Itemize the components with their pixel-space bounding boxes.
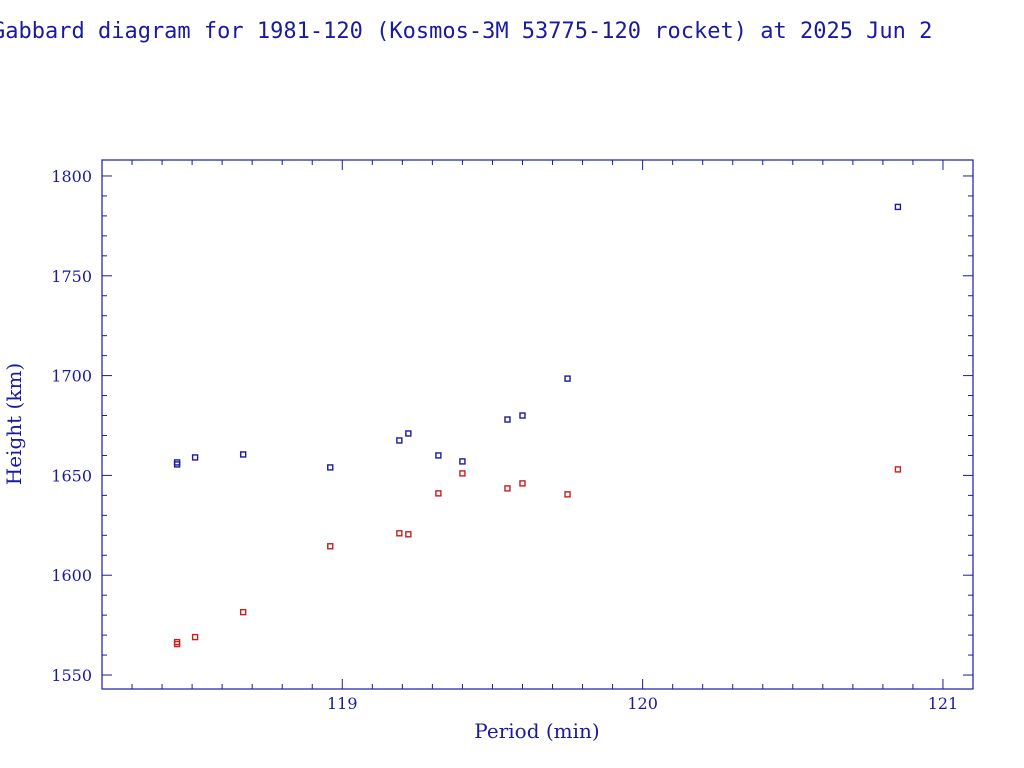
apogee-point — [396, 437, 403, 444]
y-tick-label: 1650 — [51, 466, 92, 485]
y-axis-label: Height (km) — [2, 363, 26, 485]
axis-ticks — [101, 160, 974, 689]
y-tick-label: 1550 — [51, 666, 92, 685]
perigee-point — [519, 480, 526, 487]
y-tick-label: 1800 — [51, 167, 92, 186]
x-tick-label: 119 — [327, 694, 358, 713]
apogee-point — [239, 451, 247, 458]
apogee-point — [564, 375, 571, 382]
apogee-point — [519, 412, 526, 419]
perigee-point — [327, 543, 334, 550]
chart-title: Gabbard diagram for 1981-120 (Kosmos-3M … — [0, 19, 932, 44]
apogee-point — [894, 203, 902, 211]
tick-labels: 119 120 121 1550 1600 1650 1700 1750 1800 — [51, 167, 958, 713]
apogee-point — [459, 458, 466, 465]
apogee-point — [504, 416, 511, 423]
perigee-point — [564, 491, 571, 498]
apogee-point — [435, 452, 442, 459]
perigee-point — [435, 490, 442, 497]
perigee-point — [894, 466, 902, 473]
x-axis-label: Period (min) — [474, 719, 599, 743]
y-tick-label: 1700 — [51, 367, 92, 386]
apogee-point — [327, 464, 334, 471]
perigee-point — [191, 633, 199, 641]
y-tick-label: 1600 — [51, 566, 92, 585]
data-points — [173, 203, 902, 648]
perigee-point — [239, 608, 247, 616]
x-tick-label: 120 — [627, 694, 658, 713]
perigee-point — [459, 470, 466, 477]
perigee-point — [504, 485, 511, 492]
perigee-point — [405, 531, 412, 538]
perigee-point — [396, 530, 403, 537]
x-tick-label: 121 — [928, 694, 959, 713]
apogee-point — [405, 430, 412, 437]
apogee-point — [173, 461, 181, 468]
y-tick-label: 1750 — [51, 267, 92, 286]
apogee-point — [191, 454, 199, 461]
plot-frame — [101, 159, 974, 690]
perigee-point — [173, 640, 181, 648]
